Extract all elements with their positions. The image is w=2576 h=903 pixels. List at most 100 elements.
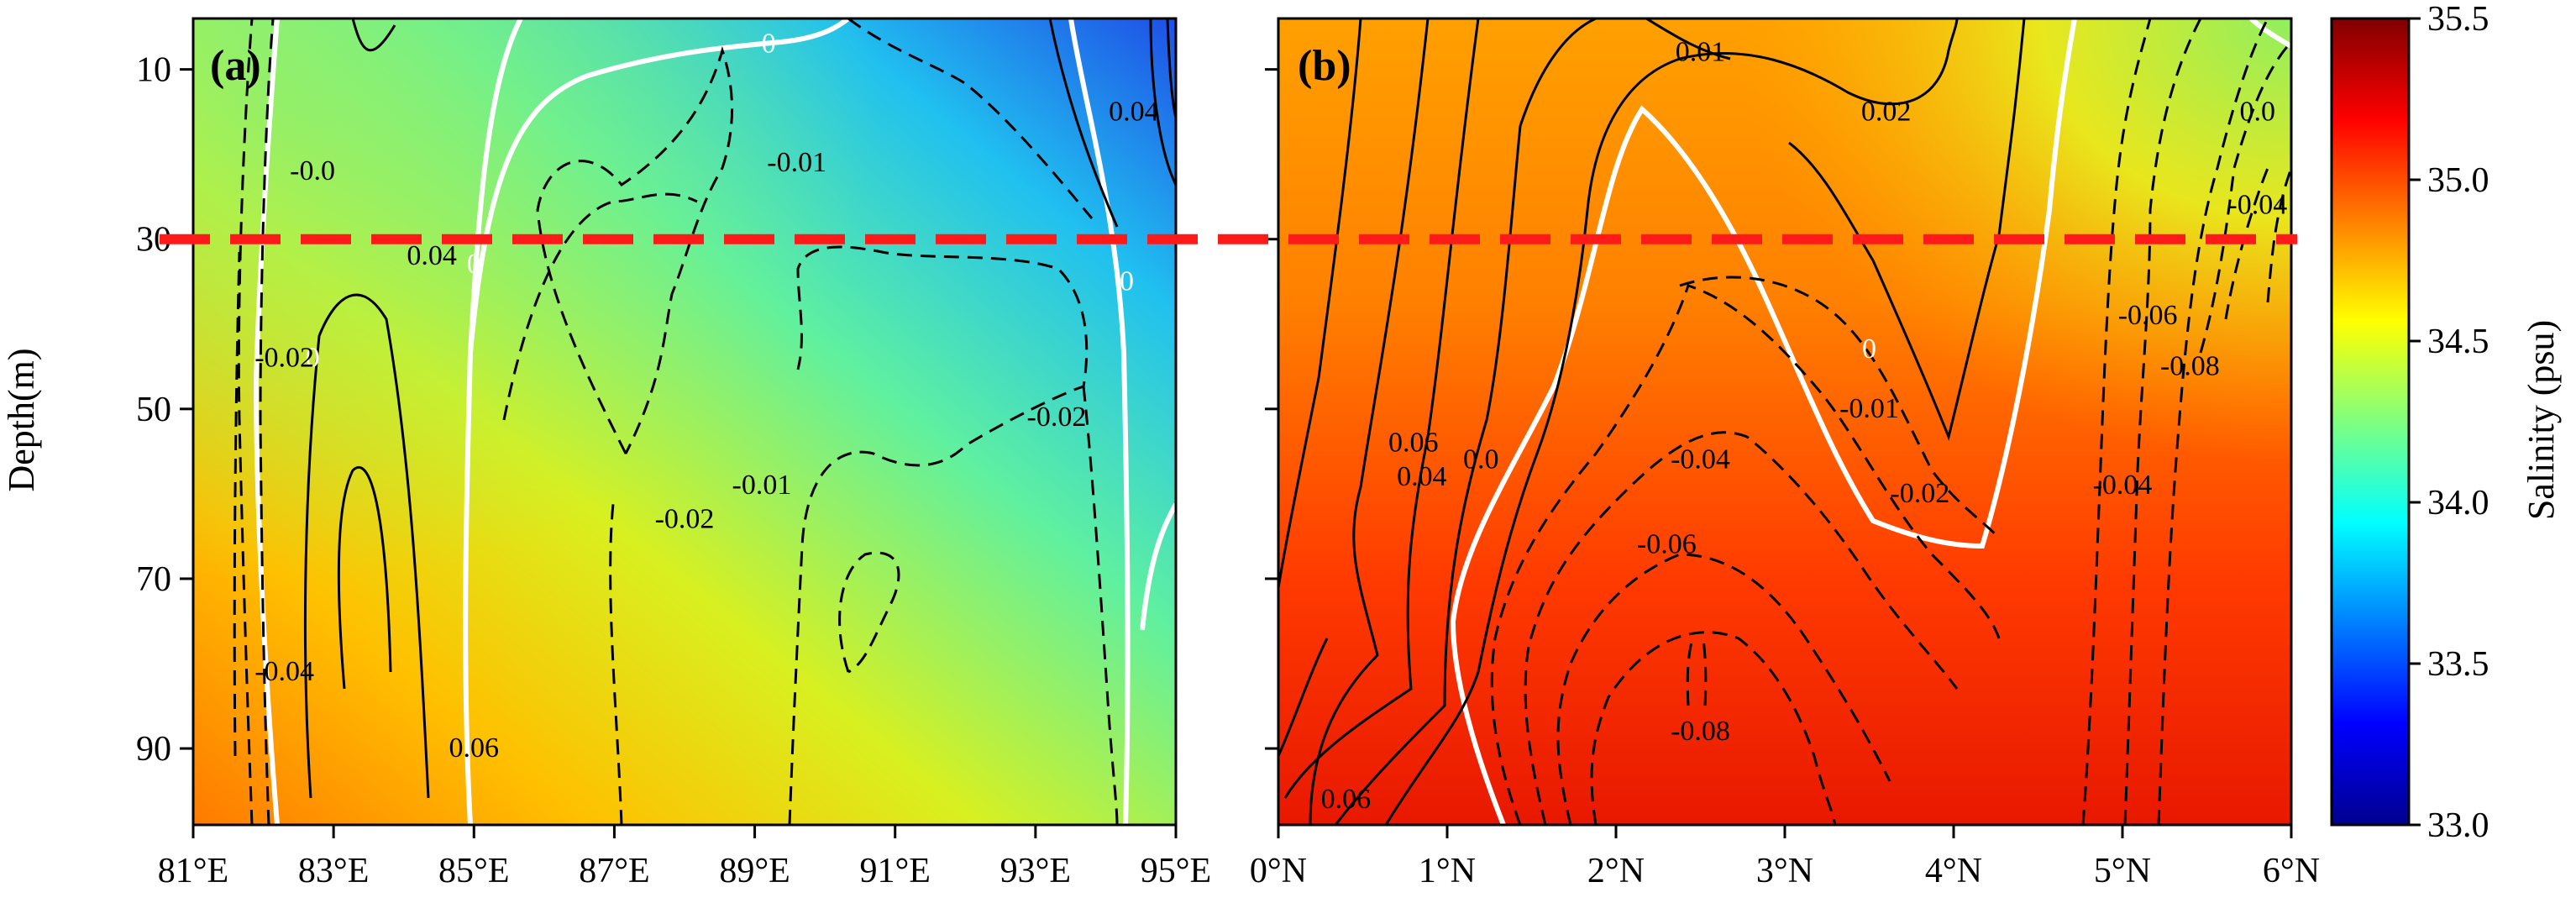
panel-b-contour-labels: 0.010.02 0.0-0.040.060.040.00-0.01-0.02-0… [1321, 37, 2288, 815]
x-tick-label: 0°N [1250, 852, 1307, 890]
panel-a-zero-contour [463, 18, 523, 825]
colorbar-gradient [2332, 18, 2409, 825]
panel-a-zero-contour [1140, 502, 1176, 631]
panel-b-contour [1788, 18, 2026, 441]
panel-b-contour [1278, 18, 1362, 589]
panel-b-dashed-contour [1490, 284, 2001, 825]
contour-label: -0.02 [254, 342, 314, 373]
colorbar-tick-label: 35.5 [2427, 0, 2489, 39]
contour-label: 0.02 [1861, 96, 1912, 127]
x-tick-label: 1°N [1419, 852, 1476, 890]
panel-b-dashed-contour [1524, 431, 1959, 825]
panel-b-label: (b) [1298, 42, 1351, 90]
panel-a-contour-labels: 0 0 0 0 -0.01 -0.01 -0.02 -0.02 -0.02 -0.04 0.04 0.… [254, 28, 1158, 764]
panel-b-dashed-contour [2081, 18, 2152, 825]
contour-label: 0 [467, 249, 481, 280]
colorbar-ticks: 33.0 33.5 34.0 34.5 35.0 35.5 [2409, 0, 2489, 845]
contour-label: 0.0 [1463, 444, 1499, 475]
contour-label: -0.02 [655, 503, 715, 534]
contour-label: -0.02 [1027, 402, 1087, 433]
panel-b: 0°N 1°N 2°N 3°N 4°N 5°N 6°N 0.01 0.02 0.0 -0.04 0.… [1250, 17, 2320, 890]
panel-b-dashed-contour [1590, 631, 1837, 825]
x-tick-label: 5°N [2094, 852, 2151, 890]
panel-a-zero-contour [1068, 18, 1131, 825]
y-axis-label: Depth(m) [1, 348, 42, 491]
contour-label: -0.04 [2093, 470, 2153, 501]
contour-label: -0.01 [1839, 393, 1899, 424]
panel-a-dashed-contour [838, 551, 900, 674]
x-tick-label: 83°E [298, 852, 369, 890]
panel-a-contour [337, 465, 392, 690]
panel-a-dashed-contour [502, 192, 698, 421]
x-tick-label: 4°N [1925, 852, 1982, 890]
x-tick-label: 2°N [1587, 852, 1645, 890]
panel-a-contour [1048, 18, 1119, 228]
panel-a-dashed-contour [237, 18, 254, 825]
contour-label: 0 [762, 28, 776, 59]
panel-a-contour [351, 18, 396, 52]
contour-label: 0.06 [449, 732, 500, 764]
panel-b-dashed-contour [2123, 18, 2202, 825]
contour-label: -0.01 [732, 470, 792, 501]
contour-label: -0.06 [1637, 529, 1697, 560]
panel-a-dashed-contour [259, 18, 275, 825]
panel-a-frame [191, 17, 1178, 827]
panel-b-zero-contour [2248, 18, 2291, 49]
y-tick-label: 70 [136, 560, 171, 599]
contour-label: -0.01 [767, 147, 826, 178]
panel-b-dashed-contour [2199, 40, 2291, 354]
y-tick-label: 10 [136, 51, 171, 90]
contour-label: 0.04 [1397, 461, 1447, 492]
contour-label: -0.0 [290, 155, 335, 186]
contour-label: 0.06 [1388, 427, 1439, 458]
y-tick-label: 90 [136, 730, 171, 769]
panel-b-dashed-contour [2266, 167, 2291, 303]
colorbar-label: Salinity (psu) [2521, 320, 2562, 520]
panel-b-zero-contour [1450, 18, 2077, 825]
panel-b-contour [1645, 18, 1731, 60]
x-tick-label: 93°E [1000, 852, 1071, 890]
x-tick-label: 85°E [438, 852, 509, 890]
x-tick-label: 6°N [2263, 852, 2320, 890]
colorbar-tick-label: 34.0 [2427, 484, 2489, 522]
contour-label: 0.04 [407, 240, 457, 271]
contour-label: -0.04 [254, 656, 314, 687]
x-tick-label: 3°N [1756, 852, 1813, 890]
contour-label: 0 [1862, 333, 1876, 365]
panel-b-dashed-contour [1679, 276, 2001, 539]
panel-a-contour [1166, 18, 1176, 118]
colorbar: 33.0 33.5 34.0 34.5 35.0 35.5 Salinity (psu) [2330, 0, 2562, 845]
contour-label: 0 [306, 342, 320, 373]
panel-a-dashed-contour [233, 251, 241, 757]
contour-label: -0.08 [2160, 350, 2220, 381]
contour-label: 0.06 [1321, 784, 1372, 815]
colorbar-tick-label: 35.0 [2427, 161, 2489, 200]
panel-a-dashed-contour [609, 503, 623, 825]
panel-a-label: (a) [210, 42, 261, 90]
panel-b-contour [1283, 18, 1480, 799]
colorbar-tick-label: 33.0 [2427, 806, 2489, 845]
panel-a-salinity-field-overlay [193, 18, 1176, 825]
colorbar-tick-label: 33.5 [2427, 645, 2489, 684]
contour-label: -0.04 [2227, 189, 2287, 220]
panel-b-x-ticks: 0°N 1°N 2°N 3°N 4°N 5°N 6°N [1250, 825, 2320, 890]
panel-a-zero-contour [468, 18, 850, 354]
panel-a-dashed-contour [788, 245, 1089, 825]
contour-label: -0.08 [1671, 716, 1730, 747]
panel-a-dashed-contour [1082, 386, 1119, 825]
panel-b-contours [1278, 18, 2291, 825]
contour-label: 0.01 [1676, 37, 1726, 68]
panel-a-contour [303, 293, 430, 799]
x-tick-label: 87°E [579, 852, 649, 890]
x-tick-label: 91°E [859, 852, 930, 890]
contour-label: -0.02 [1890, 478, 1949, 509]
contour-label: -0.06 [2118, 300, 2178, 331]
contour-label: 0 [1120, 265, 1134, 297]
panel-a-x-ticks: 81°E 83°E 85°E 87°E 89°E 91°E 93°E 95°E [158, 825, 1211, 890]
panel-b-dashed-contour [1686, 638, 1708, 706]
panel-a-contours [233, 18, 1176, 825]
panel-a-zero-contour [253, 18, 280, 825]
panel-b-y-ticks [1265, 68, 1278, 750]
x-tick-label: 95°E [1141, 852, 1211, 890]
